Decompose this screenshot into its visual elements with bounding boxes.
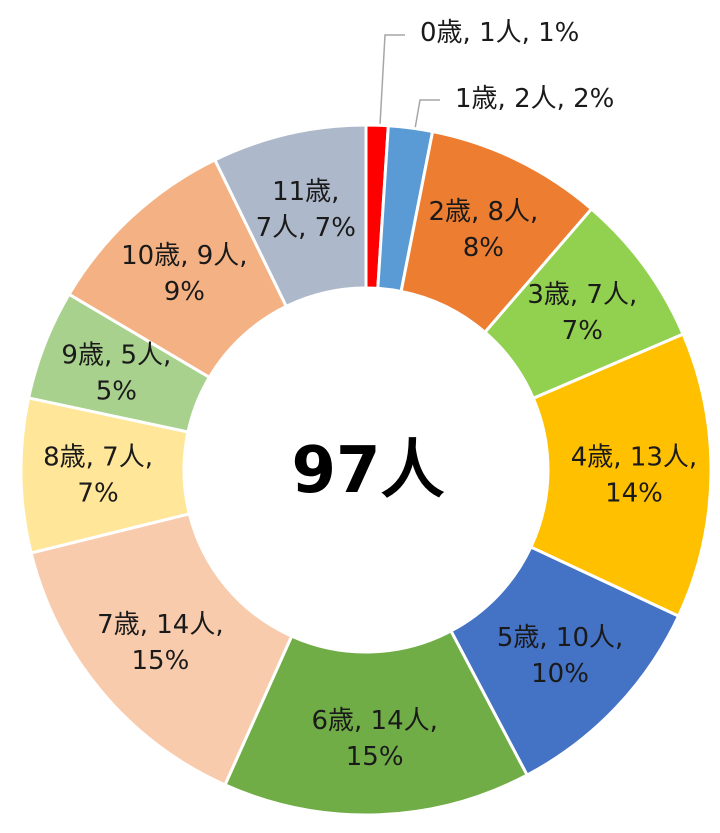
- data-label-line: 10%: [531, 659, 589, 689]
- data-label-line: 10歳, 9人,: [121, 241, 247, 271]
- data-label-line: 9歳, 5人,: [61, 340, 171, 370]
- data-label-line: 3歳, 7人,: [527, 280, 637, 310]
- data-label-line: 14%: [605, 478, 663, 508]
- data-label-line: 5歳, 10人,: [497, 623, 623, 653]
- data-label-line: 15%: [131, 646, 189, 676]
- data-label-line: 8歳, 7人,: [43, 442, 153, 472]
- data-label: 8歳, 7人, 7%: [43, 442, 153, 508]
- data-label: 2歳, 8人, 8%: [428, 197, 538, 263]
- center-label: 97人: [291, 434, 444, 508]
- slice: [223, 628, 530, 817]
- data-label-line: 6歳, 14人,: [311, 706, 437, 736]
- data-label: 4歳, 13人, 14%: [571, 442, 697, 508]
- data-label: 5歳, 10人, 10%: [497, 623, 623, 689]
- data-label: 7歳, 14人, 15%: [97, 610, 223, 676]
- data-label-line: 4歳, 13人,: [571, 442, 697, 472]
- data-label-line: 7歳, 14人,: [97, 610, 223, 640]
- data-label-line: 0歳, 1人, 1%: [420, 18, 579, 48]
- data-label-line: 7%: [77, 478, 118, 508]
- data-label-line: 1歳, 2人, 2%: [455, 84, 614, 114]
- data-label: 3歳, 7人, 7%: [527, 280, 637, 346]
- slice: [212, 123, 368, 309]
- data-label: 10歳, 9人, 9%: [121, 241, 247, 307]
- data-label: 11歳, 7人, 7%: [256, 177, 356, 243]
- data-label-line: 15%: [346, 742, 404, 772]
- slice: [528, 332, 713, 619]
- slice: [29, 511, 294, 787]
- data-label-line: 9%: [164, 277, 205, 307]
- data-label-line: 11歳,: [272, 177, 339, 207]
- data-label-line: 8%: [463, 233, 504, 263]
- data-label-line: 5%: [96, 376, 137, 406]
- data-label: 6歳, 14人, 15%: [311, 706, 437, 772]
- data-label-line: 7人, 7%: [256, 213, 356, 243]
- data-label: 0歳, 1人, 1%: [420, 18, 579, 48]
- data-label: 9歳, 5人, 5%: [61, 340, 171, 406]
- data-label-line: 2歳, 8人,: [428, 197, 538, 227]
- data-label-line: 7%: [562, 316, 603, 346]
- data-label: 1歳, 2人, 2%: [455, 84, 614, 114]
